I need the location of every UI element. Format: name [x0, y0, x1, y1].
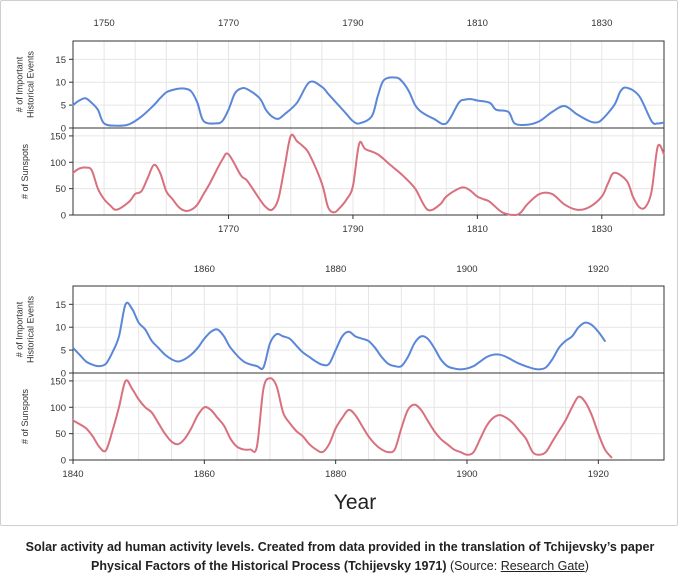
- top-x-tick-label: 1900: [456, 264, 477, 275]
- y-axis-label: Historical Events: [26, 50, 36, 118]
- figure-caption: Solar activity ad human activity levels.…: [0, 538, 680, 576]
- chart-block-1: 0 5 10 15 # of Important Historical Events 0 50…: [15, 18, 665, 235]
- y-tick-label: 15: [55, 55, 66, 66]
- y-tick-label: 0: [61, 211, 66, 222]
- top-x-tick-label: 1770: [218, 18, 239, 29]
- x-tick-label: 1810: [467, 224, 488, 235]
- panel-sunspots: 0 50 100 150 # of Sunspots: [20, 372, 665, 467]
- y-tick-label: 5: [61, 101, 66, 112]
- y-tick-label: 0: [61, 456, 66, 467]
- y-axis-label: # of Sunspots: [20, 143, 30, 199]
- y-tick-label: 50: [55, 184, 66, 195]
- y-axis-label: # of Important: [15, 56, 25, 112]
- y-tick-label: 15: [55, 300, 66, 311]
- series-line-sunspots: [72, 377, 613, 459]
- y-axis-label: # of Sunspots: [20, 388, 30, 444]
- x-tick-label: 1860: [194, 469, 215, 480]
- x-tick-label: 1790: [342, 224, 363, 235]
- x-tick-label: 1830: [591, 224, 612, 235]
- y-tick-label: 100: [50, 403, 66, 414]
- y-tick-label: 150: [50, 376, 66, 387]
- x-tick-label: 1920: [588, 469, 609, 480]
- y-tick-label: 0: [61, 124, 66, 135]
- source-link[interactable]: Research Gate: [500, 559, 585, 573]
- y-axis-label: # of Important: [15, 301, 25, 357]
- caption-source-suffix: ): [584, 559, 589, 573]
- panel-sunspots: 0 50 100 150 # of Sunspots: [20, 127, 665, 222]
- x-tick-label: 1880: [325, 469, 346, 480]
- x-tick-label: 1770: [218, 224, 239, 235]
- panel-frame: [72, 372, 665, 461]
- y-tick-label: 10: [55, 323, 66, 334]
- figure-frame: 0 5 10 15 # of Important Historical Events 0 50…: [0, 0, 678, 526]
- top-x-tick-label: 1880: [325, 264, 346, 275]
- y-tick-label: 0: [61, 369, 66, 380]
- x-axis-title: Year: [334, 491, 376, 514]
- top-x-tick-label: 1920: [588, 264, 609, 275]
- panel-frame: [72, 40, 665, 129]
- x-tick-label: 1900: [456, 469, 477, 480]
- panel-events: 0 5 10 15 # of Important Historical Events: [15, 285, 665, 380]
- panel-frame: [72, 127, 665, 216]
- panel-events: 0 5 10 15 # of Important Historical Events: [15, 40, 665, 135]
- y-tick-label: 5: [61, 346, 66, 357]
- series-line-historical-events: [72, 301, 606, 371]
- top-x-tick-label: 1750: [94, 18, 115, 29]
- x-tick-label: 1840: [62, 469, 83, 480]
- caption-source-prefix: (Source:: [446, 559, 501, 573]
- top-x-tick-label: 1860: [194, 264, 215, 275]
- series-line-historical-events: [72, 76, 665, 127]
- y-tick-label: 50: [55, 429, 66, 440]
- series-line-sunspots: [72, 133, 665, 216]
- chart-block-2: 0 5 10 15 # of Important Historical Events 0 50…: [15, 264, 665, 480]
- caption-text: Solar activity ad human activity levels.…: [25, 540, 655, 573]
- y-tick-label: 150: [50, 131, 66, 142]
- y-tick-label: 10: [55, 78, 66, 89]
- top-x-tick-label: 1790: [342, 18, 363, 29]
- y-tick-label: 100: [50, 158, 66, 169]
- top-x-tick-label: 1810: [467, 18, 488, 29]
- top-x-tick-label: 1830: [591, 18, 612, 29]
- y-axis-label: Historical Events: [26, 295, 36, 363]
